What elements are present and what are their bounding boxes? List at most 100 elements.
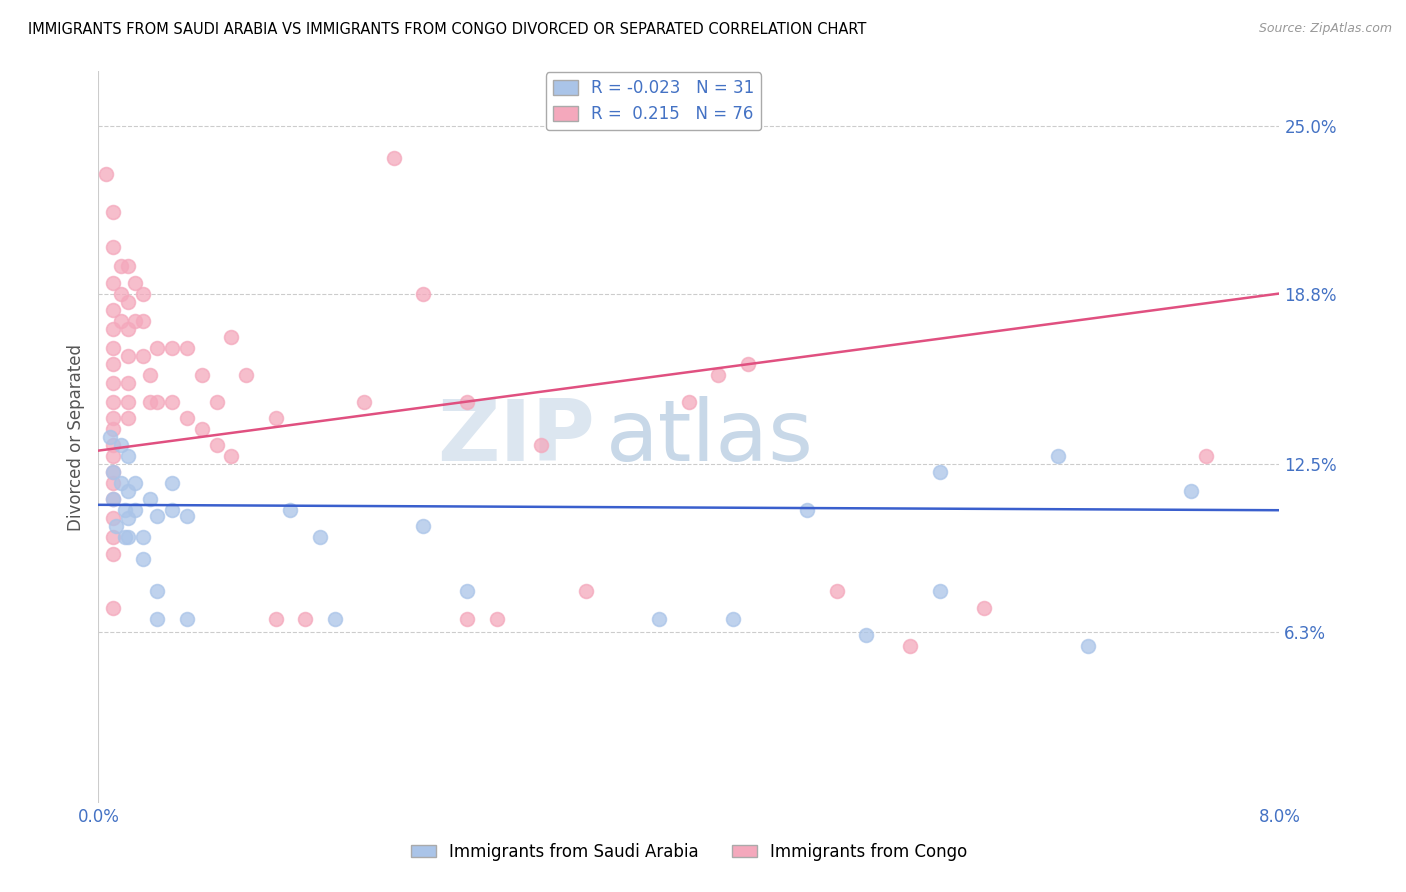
Point: [457, 611, 479, 625]
Point: [117, 484, 139, 499]
Point: [1077, 639, 1099, 653]
Point: [139, 492, 162, 507]
Point: [103, 438, 125, 452]
Point: [707, 368, 730, 382]
Point: [825, 584, 848, 599]
Point: [723, 611, 745, 625]
Point: [648, 611, 671, 625]
Point: [678, 395, 700, 409]
Point: [117, 322, 139, 336]
Point: [103, 476, 125, 491]
Point: [309, 530, 332, 544]
Point: [132, 313, 155, 327]
Point: [176, 411, 198, 425]
Point: [117, 294, 139, 309]
Point: [412, 519, 434, 533]
Point: [235, 368, 257, 382]
Point: [280, 503, 302, 517]
Point: [114, 503, 136, 517]
Point: [929, 584, 952, 599]
Point: [114, 530, 136, 544]
Point: [294, 611, 316, 625]
Point: [117, 349, 139, 363]
Point: [110, 438, 132, 452]
Point: [205, 438, 228, 452]
Text: ZIP: ZIP: [437, 395, 595, 479]
Point: [110, 313, 132, 327]
Point: [205, 395, 228, 409]
Point: [176, 508, 198, 523]
Y-axis label: Divorced or Separated: Divorced or Separated: [66, 343, 84, 531]
Text: Source: ZipAtlas.com: Source: ZipAtlas.com: [1258, 22, 1392, 36]
Point: [117, 511, 139, 525]
Text: atlas: atlas: [606, 395, 814, 479]
Point: [146, 341, 169, 355]
Point: [139, 395, 162, 409]
Point: [264, 611, 287, 625]
Point: [191, 368, 214, 382]
Point: [1180, 484, 1202, 499]
Point: [796, 503, 818, 517]
Point: [855, 628, 877, 642]
Point: [530, 438, 553, 452]
Point: [103, 322, 125, 336]
Point: [162, 395, 183, 409]
Point: [162, 341, 183, 355]
Point: [103, 205, 125, 219]
Point: [737, 357, 759, 371]
Point: [124, 313, 146, 327]
Point: [117, 260, 139, 274]
Point: [353, 395, 375, 409]
Point: [117, 376, 139, 390]
Point: [146, 508, 169, 523]
Point: [486, 611, 509, 625]
Point: [110, 260, 132, 274]
Point: [264, 411, 287, 425]
Point: [124, 276, 146, 290]
Point: [124, 476, 146, 491]
Point: [146, 395, 169, 409]
Point: [103, 422, 125, 436]
Point: [973, 600, 995, 615]
Point: [162, 476, 183, 491]
Legend: Immigrants from Saudi Arabia, Immigrants from Congo: Immigrants from Saudi Arabia, Immigrants…: [404, 837, 974, 868]
Point: [1195, 449, 1218, 463]
Text: IMMIGRANTS FROM SAUDI ARABIA VS IMMIGRANTS FROM CONGO DIVORCED OR SEPARATED CORR: IMMIGRANTS FROM SAUDI ARABIA VS IMMIGRAN…: [28, 22, 866, 37]
Point: [146, 584, 169, 599]
Point: [110, 286, 132, 301]
Point: [221, 449, 243, 463]
Point: [412, 286, 434, 301]
Point: [103, 240, 125, 254]
Point: [191, 422, 214, 436]
Point: [103, 302, 125, 317]
Point: [457, 584, 479, 599]
Point: [132, 349, 155, 363]
Point: [103, 411, 125, 425]
Point: [146, 611, 169, 625]
Point: [162, 503, 183, 517]
Point: [117, 530, 139, 544]
Point: [103, 395, 125, 409]
Point: [103, 530, 125, 544]
Point: [117, 411, 139, 425]
Point: [103, 357, 125, 371]
Point: [103, 492, 125, 507]
Point: [221, 330, 243, 344]
Point: [103, 600, 125, 615]
Point: [105, 519, 128, 533]
Point: [103, 511, 125, 525]
Point: [900, 639, 922, 653]
Point: [103, 465, 125, 479]
Point: [103, 376, 125, 390]
Point: [176, 341, 198, 355]
Point: [94, 167, 117, 181]
Point: [110, 476, 132, 491]
Point: [98, 430, 121, 444]
Point: [929, 465, 952, 479]
Point: [103, 341, 125, 355]
Point: [103, 492, 125, 507]
Point: [103, 547, 125, 561]
Point: [575, 584, 598, 599]
Point: [103, 276, 125, 290]
Point: [457, 395, 479, 409]
